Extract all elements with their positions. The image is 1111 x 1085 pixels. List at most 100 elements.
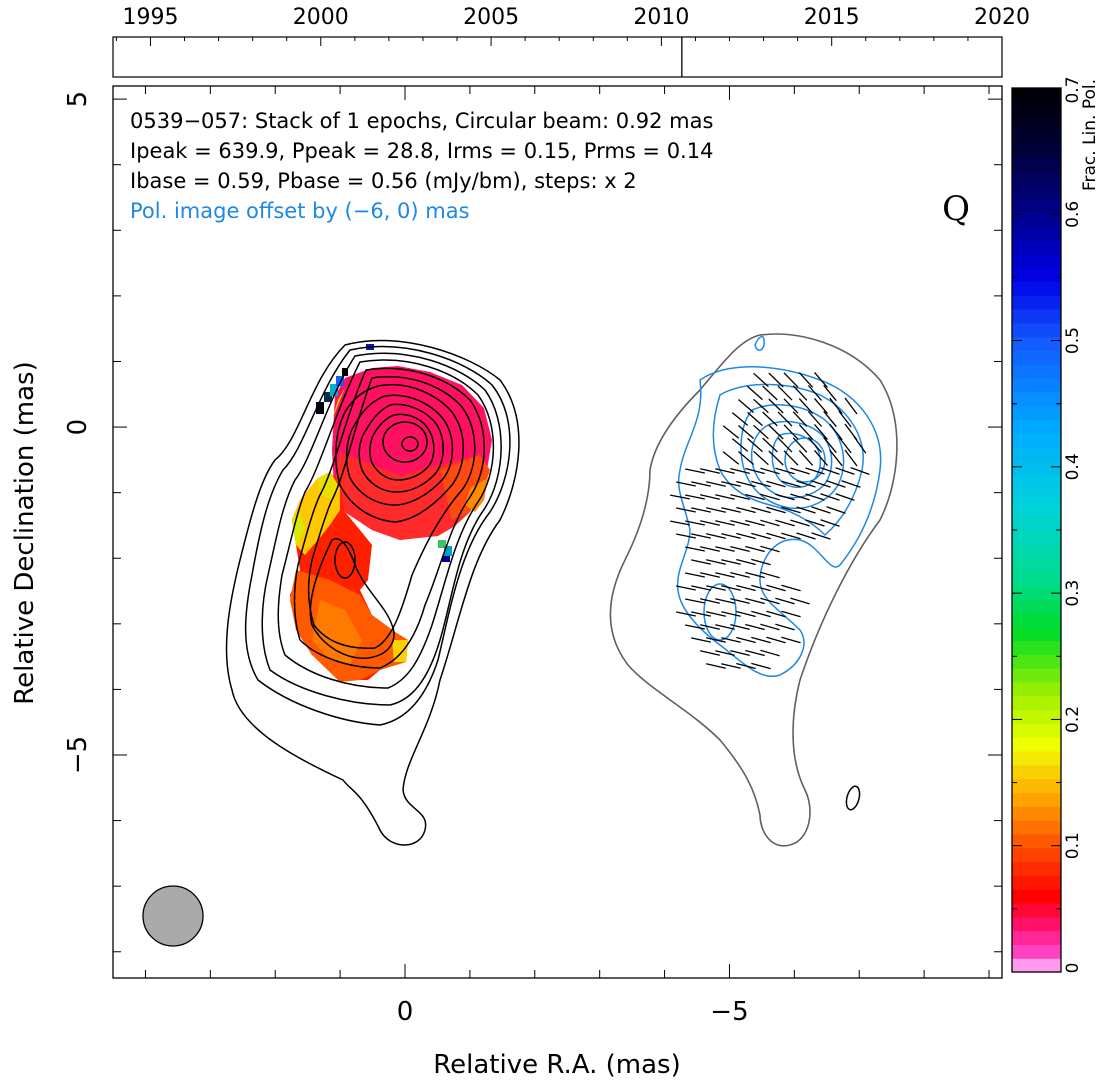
colorbar-cell: [1012, 737, 1061, 752]
evpa-tick: [807, 411, 823, 427]
evpa-tick: [777, 437, 793, 453]
evpa-tick: [685, 520, 705, 526]
evpa-tick: [796, 506, 816, 514]
timeline-year-label: 2010: [633, 5, 689, 30]
evpa-tick: [715, 572, 735, 578]
evpa-tick: [670, 520, 690, 526]
evpa-tick: [807, 437, 823, 453]
evpa-tick: [777, 411, 793, 427]
evpa-tick: [745, 545, 765, 553]
colorbar-cell: [1012, 543, 1061, 559]
colorbar-cell: [1012, 226, 1061, 241]
colorbar-tick-label: 0.1: [1063, 832, 1083, 859]
evpa-tick: [730, 597, 750, 605]
evpa-tick: [736, 558, 756, 566]
evpa-tick: [691, 585, 711, 591]
evpa-tick: [781, 506, 801, 514]
timeline-year-label: 2015: [804, 5, 860, 30]
colorbar-cell: [1012, 474, 1061, 490]
evpa-tick: [798, 372, 814, 388]
colorbar-cell: [1012, 599, 1061, 614]
evpa-tick: [753, 450, 769, 466]
evpa-tick: [798, 450, 814, 466]
evpa-tick: [700, 494, 720, 500]
evpa-tick: [760, 597, 780, 605]
colorbar-tick-label: 0.5: [1063, 327, 1083, 354]
colorbar-cell: [1012, 502, 1061, 517]
colorbar-cell: [1012, 847, 1061, 863]
evpa-tick: [850, 466, 870, 476]
evpa-tick: [676, 507, 696, 513]
colorbar-cell: [1012, 488, 1061, 503]
colorbar-cell: [1012, 958, 1061, 973]
map-panel: 0539−057: Stack of 1 epochs, Circular be…: [10, 85, 1003, 1080]
y-axis-label: Relative Declination (mas): [10, 361, 40, 704]
evpa-tick: [736, 636, 756, 644]
colorbar-tick-label: 0.7: [1063, 76, 1083, 103]
evpa-tick: [781, 636, 801, 644]
evpa-tick: [823, 436, 837, 454]
evpa-tick: [676, 611, 696, 617]
evpa-tick: [736, 532, 756, 540]
colorbar-cell: [1012, 668, 1061, 683]
beam-ellipse: [142, 885, 204, 947]
evpa-tick: [751, 584, 771, 592]
evpa-tick: [730, 519, 750, 527]
colorbar-cell: [1012, 101, 1061, 117]
evpa-tick: [745, 623, 765, 631]
evpa-tick: [792, 411, 808, 427]
y-tick-label: 0: [63, 419, 93, 436]
evpa-tick: [685, 468, 705, 474]
colorbar-cell: [1012, 253, 1061, 269]
evpa-tick: [820, 493, 840, 501]
annotation-line-1: 0539−057: Stack of 1 epochs, Circular be…: [130, 109, 713, 133]
evpa-tick: [731, 438, 749, 452]
evpa-tick: [792, 437, 808, 453]
evpa-tick: [736, 506, 756, 514]
evpa-tick: [700, 572, 720, 578]
evpa-tick: [760, 545, 780, 553]
colorbar-cell: [1012, 861, 1061, 876]
evpa-tick: [841, 480, 861, 488]
evpa-tick: [736, 480, 756, 488]
evpa-tick: [829, 397, 843, 415]
evpa-ticks: [670, 371, 870, 670]
evpa-tick: [730, 649, 750, 657]
evpa-tick: [745, 493, 765, 501]
colorbar-cell: [1012, 930, 1061, 945]
evpa-tick: [676, 481, 696, 487]
evpa-tick: [783, 372, 799, 388]
evpa-tick: [790, 493, 810, 501]
evpa-tick: [814, 449, 828, 467]
evpa-tick: [721, 637, 741, 643]
evpa-tick: [706, 481, 726, 487]
evpa-tick: [783, 450, 799, 466]
evpa-tick: [700, 624, 720, 630]
evpa-tick: [777, 385, 793, 401]
colorbar-tick-label: 0.6: [1063, 201, 1083, 228]
evpa-tick: [775, 467, 795, 475]
pol-outline: [609, 333, 898, 847]
evpa-tick: [747, 411, 763, 427]
colorbar-cell: [1012, 833, 1061, 849]
evpa-tick: [775, 623, 795, 631]
evpa-tick: [685, 624, 705, 630]
evpa-tick: [745, 467, 765, 475]
colorbar-cell: [1012, 405, 1061, 421]
evpa-tick: [768, 450, 784, 466]
colorbar-tick-label: 0.2: [1063, 706, 1083, 733]
evpa-tick: [721, 559, 741, 565]
colorbar-tick-label: 0: [1063, 963, 1083, 974]
evpa-tick: [751, 636, 771, 644]
evpa-tick: [798, 424, 814, 440]
evpa-tick: [790, 467, 810, 475]
colorbar-cell: [1012, 419, 1061, 434]
colorbar-cell: [1012, 516, 1061, 531]
evpa-tick: [691, 611, 711, 617]
colorbar-cell: [1012, 350, 1061, 365]
evpa-tick: [715, 520, 735, 526]
evpa-tick: [783, 398, 799, 414]
evpa-tick: [762, 385, 778, 401]
evpa-tick: [760, 519, 780, 527]
colorbar-cell: [1012, 336, 1061, 352]
